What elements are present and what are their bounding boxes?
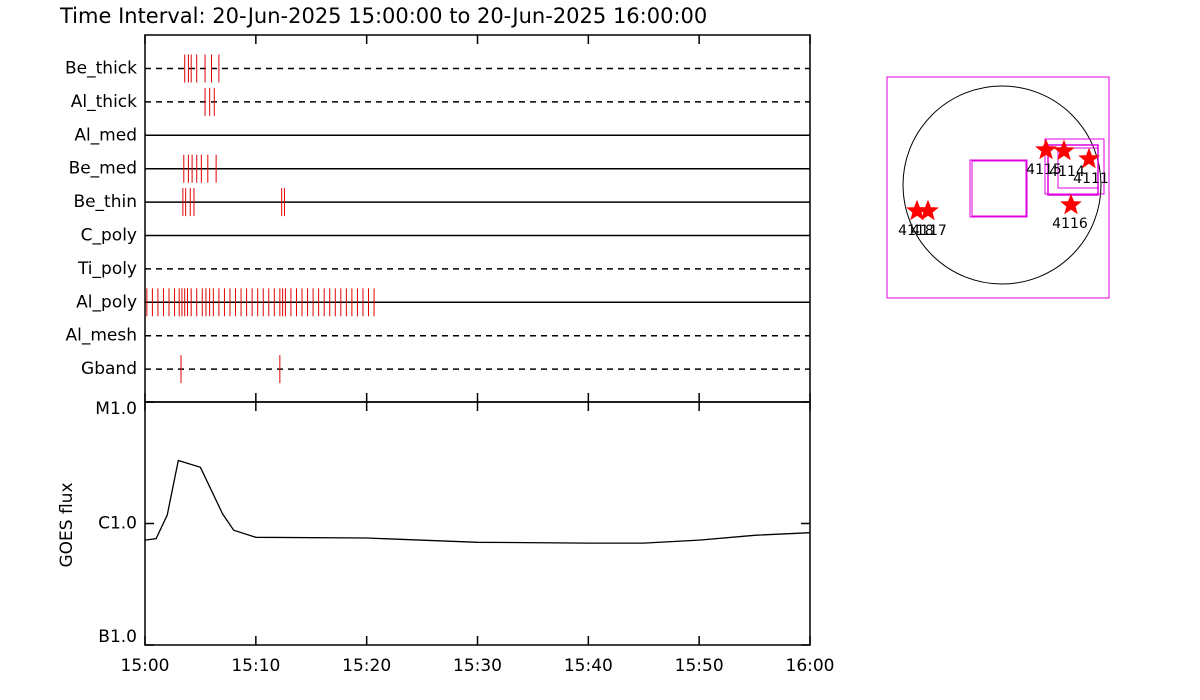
row-label: Al_med: [74, 125, 137, 145]
row-label: Be_thin: [73, 192, 137, 212]
x-tick-label: 15:00: [121, 656, 170, 676]
row-label: Al_poly: [76, 292, 137, 312]
fov-box: [1057, 147, 1099, 189]
y-tick-label: C1.0: [98, 514, 137, 534]
x-tick-label: 15:50: [675, 656, 724, 676]
row-label: Al_thick: [71, 92, 137, 112]
x-tick-label: 15:30: [453, 656, 502, 676]
goes-curve: [144, 459, 811, 544]
solar-limb: [902, 85, 1102, 285]
x-tick-label: 16:00: [786, 656, 835, 676]
region-star: [1035, 138, 1057, 160]
region-label: 4117: [911, 223, 947, 239]
row-label: Al_mesh: [65, 326, 137, 346]
region-label: 4111: [1073, 171, 1109, 187]
y-tick-label: B1.0: [98, 627, 137, 647]
region-star: [1078, 147, 1100, 169]
region-label: 4116: [1052, 216, 1088, 232]
region-label: 4115: [1026, 162, 1062, 178]
x-tick-label: 15:10: [231, 656, 280, 676]
row-label: C_poly: [81, 226, 137, 246]
region-star: [1053, 139, 1075, 161]
row-label: Be_med: [69, 159, 137, 179]
map-frame: [886, 76, 1110, 299]
row-label: Gband: [81, 359, 137, 379]
y-axis-label: GOES flux: [57, 482, 77, 567]
region-label: 4118: [898, 223, 934, 239]
region-label: 4114: [1049, 164, 1085, 180]
chart-title: Time Interval: 20-Jun-2025 15:00:00 to 2…: [59, 4, 707, 28]
row-label: Ti_poly: [77, 259, 137, 279]
x-tick-label: 15:20: [342, 656, 391, 676]
region-star: [917, 199, 939, 221]
fov-box: [969, 159, 1028, 218]
region-star: [1060, 193, 1082, 215]
fov-box: [1044, 138, 1105, 195]
y-tick-label: M1.0: [95, 399, 137, 419]
x-tick-label: 15:40: [564, 656, 613, 676]
row-label: Be_thick: [65, 59, 137, 79]
fov-box: [971, 160, 1027, 217]
